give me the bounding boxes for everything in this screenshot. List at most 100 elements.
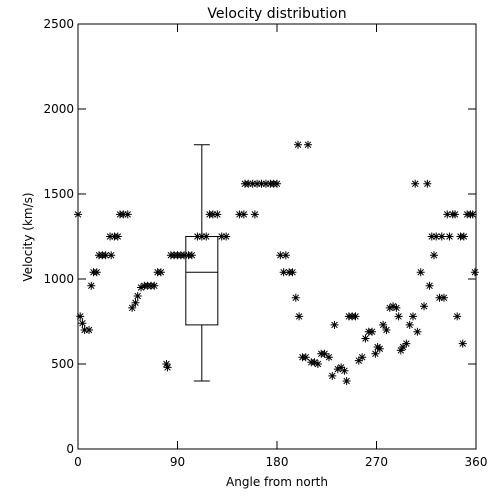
data-point — [131, 298, 140, 307]
data-point — [394, 312, 403, 321]
data-point — [107, 251, 116, 260]
data-point — [389, 302, 398, 311]
data-point — [445, 232, 454, 241]
data-point — [123, 210, 132, 219]
data-point — [443, 210, 452, 219]
data-point — [92, 268, 101, 277]
data-point — [333, 365, 342, 374]
data-point — [392, 303, 401, 312]
data-point — [432, 232, 441, 241]
data-point — [279, 268, 288, 277]
data-point — [133, 292, 142, 300]
data-point — [453, 312, 462, 321]
data-point — [106, 232, 115, 241]
data-point — [340, 366, 349, 375]
data-point — [276, 251, 285, 260]
data-point — [291, 293, 300, 302]
y-tick-label: 1500 — [43, 187, 74, 201]
data-point — [85, 326, 94, 334]
data-point — [313, 360, 322, 368]
y-tick-label: 0 — [66, 442, 74, 456]
data-point — [328, 371, 337, 380]
data-point — [437, 232, 446, 241]
data-point — [202, 232, 211, 241]
data-point — [411, 179, 420, 188]
data-point — [119, 210, 128, 219]
y-tick-label: 2000 — [43, 102, 74, 116]
data-point — [324, 353, 333, 362]
y-axis-label: Velocity (km/s) — [21, 192, 35, 281]
data-point — [450, 210, 459, 219]
x-tick-label: 270 — [365, 455, 388, 469]
data-point — [429, 251, 438, 260]
data-point — [193, 232, 202, 241]
data-point — [150, 281, 159, 290]
data-point — [197, 232, 206, 241]
data-point — [156, 268, 165, 277]
data-point — [382, 326, 391, 334]
data-point — [459, 232, 468, 241]
x-tick-label: 360 — [465, 455, 488, 469]
plot-frame — [77, 23, 477, 450]
data-point — [423, 179, 432, 188]
data-point — [375, 344, 384, 353]
data-point — [239, 210, 248, 219]
chart-title: Velocity distribution — [207, 6, 346, 22]
data-point — [320, 349, 329, 358]
data-point — [342, 377, 351, 385]
data-point — [76, 312, 85, 321]
data-point — [379, 320, 388, 329]
data-point — [288, 268, 297, 277]
data-point — [217, 232, 226, 241]
data-point — [408, 312, 417, 321]
data-point — [351, 312, 360, 321]
data-point — [368, 327, 377, 336]
data-point — [354, 356, 363, 365]
data-point — [222, 232, 231, 241]
data-point — [425, 281, 434, 290]
data-point — [358, 353, 367, 362]
data-point — [273, 179, 281, 188]
data-point — [180, 251, 189, 260]
data-point — [396, 346, 405, 355]
data-point — [405, 320, 414, 329]
data-point — [439, 293, 448, 302]
x-tick-label: 180 — [266, 455, 289, 469]
data-point — [80, 326, 89, 334]
data-point — [371, 349, 380, 358]
data-point — [74, 210, 82, 219]
data-point — [385, 303, 394, 312]
data-point — [303, 140, 312, 149]
data-point — [244, 179, 253, 188]
data-point — [301, 353, 310, 362]
data-point — [468, 210, 477, 219]
data-point — [413, 327, 422, 336]
data-point — [435, 293, 444, 302]
data-point — [310, 358, 319, 367]
y-tick-label: 500 — [51, 357, 74, 371]
axis-ticks: 0 90 180 270 360 0 500 1000 1500 2000 2500 — [43, 17, 487, 469]
data-point — [458, 339, 467, 348]
data-point — [330, 320, 339, 329]
data-point — [163, 363, 172, 372]
y-tick-label: 1000 — [43, 272, 74, 286]
data-point — [250, 210, 259, 219]
data-point — [187, 251, 196, 260]
data-point — [113, 232, 122, 241]
data-point — [235, 210, 244, 219]
data-point — [101, 251, 110, 260]
x-tick-label: 90 — [170, 455, 185, 469]
data-point — [294, 140, 303, 149]
interquartile-box — [185, 236, 219, 326]
data-point — [208, 210, 217, 219]
data-point — [416, 268, 425, 277]
data-points — [74, 140, 479, 385]
x-tick-label: 0 — [74, 455, 82, 469]
data-point — [87, 281, 96, 290]
data-point — [162, 360, 171, 368]
data-point — [399, 343, 408, 351]
y-tick-label: 2500 — [43, 17, 74, 31]
data-point — [78, 319, 87, 328]
data-point — [248, 179, 257, 188]
